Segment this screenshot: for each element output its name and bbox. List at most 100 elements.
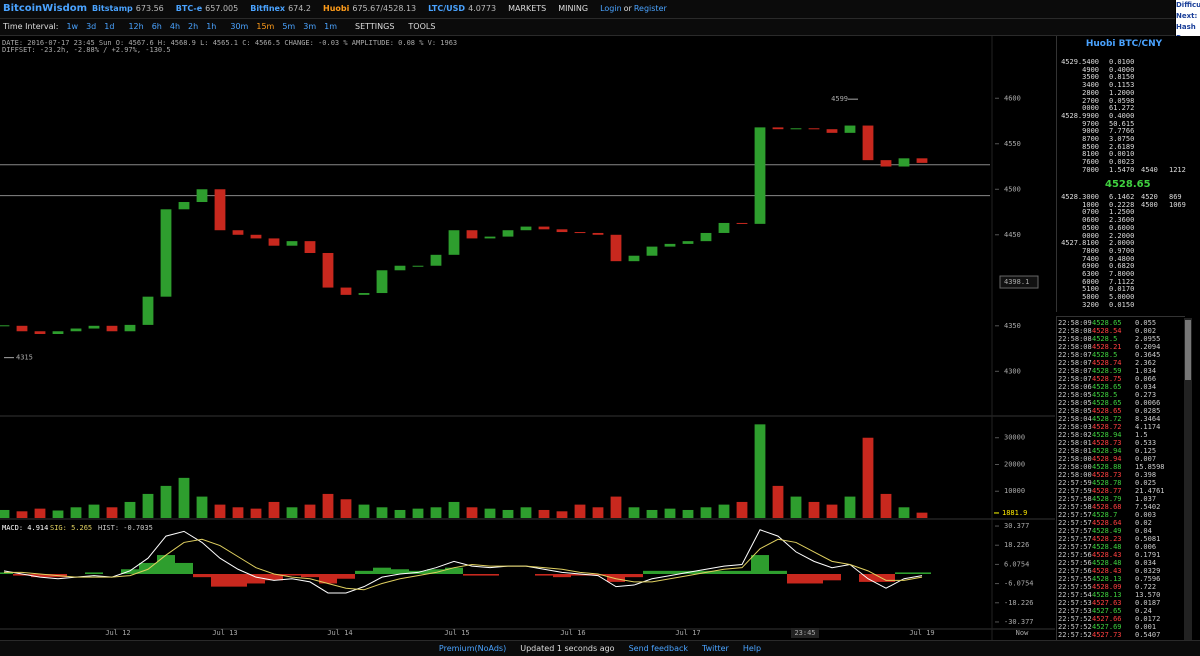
hist-bar [301, 574, 319, 578]
ask-price: 4900 [1082, 65, 1099, 74]
register[interactable]: Register [633, 4, 667, 13]
volume-bar [466, 507, 478, 518]
candle [898, 158, 910, 167]
volume-bar [160, 485, 172, 518]
trade-amount: 8.3464 [1135, 415, 1161, 423]
candle [268, 238, 280, 246]
x-tick-label: Now [1016, 629, 1029, 637]
trade-amount: 0.7596 [1135, 575, 1161, 583]
trade-time: 22:58:00 [1058, 471, 1092, 479]
candle [394, 265, 406, 271]
trade-time: 22:57:59 [1058, 479, 1092, 487]
volume-bar [520, 507, 532, 518]
hist-bar [121, 569, 139, 574]
candle [160, 209, 172, 297]
candle [106, 325, 118, 332]
bid-amount: 7.1122 [1109, 277, 1135, 286]
volume-bar [214, 504, 226, 518]
ask-price: 0000 [1082, 104, 1099, 113]
menu[interactable]: MARKETS [508, 4, 547, 13]
interval[interactable]: 4h [169, 22, 181, 31]
hist-bar [265, 574, 283, 581]
ticker-name[interactable]: Bitstamp [92, 4, 133, 13]
ticker-name[interactable]: LTC/USD [428, 4, 466, 13]
trade-amount: 0.025 [1135, 479, 1157, 487]
ask-amount: 0.0100 [1109, 58, 1135, 66]
interval[interactable]: 3d [86, 22, 97, 31]
ask-amount: 0.0598 [1109, 96, 1135, 105]
interval[interactable]: 1h [206, 22, 217, 31]
bid-price: 7800 [1082, 246, 1099, 255]
trade-time: 22:57:57 [1058, 519, 1092, 527]
trade-amount: 0.034 [1135, 559, 1157, 567]
chart: DATE: 2016-07-17 23:45 Sun O: 4567.6 H: … [0, 36, 1055, 640]
interval[interactable]: 1w [66, 22, 79, 31]
trade-time: 22:57:53 [1058, 599, 1092, 607]
trade-amount: 0.007 [1135, 455, 1157, 463]
trade-amount: 0.003 [1135, 511, 1157, 519]
low-label: 4315 [16, 354, 33, 362]
ticker-name[interactable]: BTC-e [175, 4, 203, 13]
ask-amount: 3.0750 [1109, 135, 1135, 143]
interval[interactable]: 1m [324, 22, 338, 31]
volume-bar [538, 509, 550, 518]
interval[interactable]: 3m [303, 22, 317, 31]
trade-time: 22:58:05 [1058, 407, 1092, 415]
ticker-name[interactable]: Huobi [323, 4, 350, 13]
bid-price: 4528.3000 [1061, 193, 1099, 201]
bid-amount: 1.2500 [1109, 208, 1135, 217]
trade-price: 4527.65 [1092, 607, 1122, 615]
interval[interactable]: 12h [128, 22, 144, 31]
trade-price: 4528.94 [1092, 431, 1122, 439]
ask-price: 7000 [1082, 165, 1099, 174]
trade-time: 22:58:07 [1058, 351, 1092, 359]
bid-amount: 0.6820 [1109, 262, 1135, 271]
settings[interactable]: SETTINGS [355, 22, 395, 31]
tools[interactable]: TOOLS [408, 22, 436, 31]
bid-amount: 5.0000 [1109, 293, 1135, 302]
hist-bar [139, 562, 157, 574]
volume-bar [646, 509, 658, 518]
x-tick-label: Jul 13 [212, 629, 237, 637]
trade-price: 4528.74 [1092, 359, 1122, 367]
trade-time: 22:57:58 [1058, 495, 1092, 503]
top-bar: BitcoinWisdom Bitstamp 673.56 BTC-e 657.005 B… [0, 0, 1175, 19]
footer-link[interactable]: Help [742, 644, 762, 653]
ticker-name[interactable]: Bitfinex [250, 4, 286, 13]
bid-price: 6000 [1082, 277, 1099, 286]
interval[interactable]: 1d [104, 22, 115, 31]
trade-time: 22:58:09 [1058, 319, 1092, 327]
trade-price: 4528.43 [1092, 567, 1122, 575]
trade-amount: 0.125 [1135, 447, 1157, 455]
footer-link[interactable]: Send feedback [628, 644, 689, 653]
volume-bar [916, 512, 928, 518]
side-label: Difficu [1176, 1, 1200, 9]
brand[interactable]: BitcoinWisdom [3, 3, 88, 14]
menu[interactable]: MINING [558, 4, 589, 13]
interval[interactable]: 5m [282, 22, 296, 31]
trade-amount: 0.0285 [1135, 407, 1161, 415]
interval[interactable]: 2h [188, 22, 199, 31]
bid-side-price: 4500 [1141, 200, 1158, 209]
volume-bar [304, 504, 316, 518]
bid-amount: 0.0170 [1109, 285, 1135, 294]
y-tick-label: 4450 [1004, 231, 1021, 239]
volume-bar [664, 508, 676, 518]
trade-time: 22:58:07 [1058, 367, 1092, 375]
footer-link[interactable]: Premium(NoAds) [438, 644, 507, 653]
ask-amount: 50.615 [1109, 119, 1135, 128]
ticker-price: 673.56 [135, 4, 164, 13]
volume-bar [394, 509, 406, 518]
hist-bar [607, 574, 625, 582]
login[interactable]: Login [600, 4, 622, 13]
trade-price: 4528.72 [1092, 423, 1122, 431]
interval[interactable]: 15m [256, 22, 275, 31]
volume-bar [772, 485, 784, 518]
trade-amount: 21.4761 [1135, 487, 1165, 495]
trade-amount: 0.5081 [1135, 535, 1161, 543]
interval[interactable]: 30m [230, 22, 249, 31]
volume-bar [628, 507, 640, 518]
trade-amount: 13.570 [1135, 591, 1161, 599]
interval[interactable]: 6h [151, 22, 162, 31]
footer-link[interactable]: Twitter [702, 644, 729, 653]
